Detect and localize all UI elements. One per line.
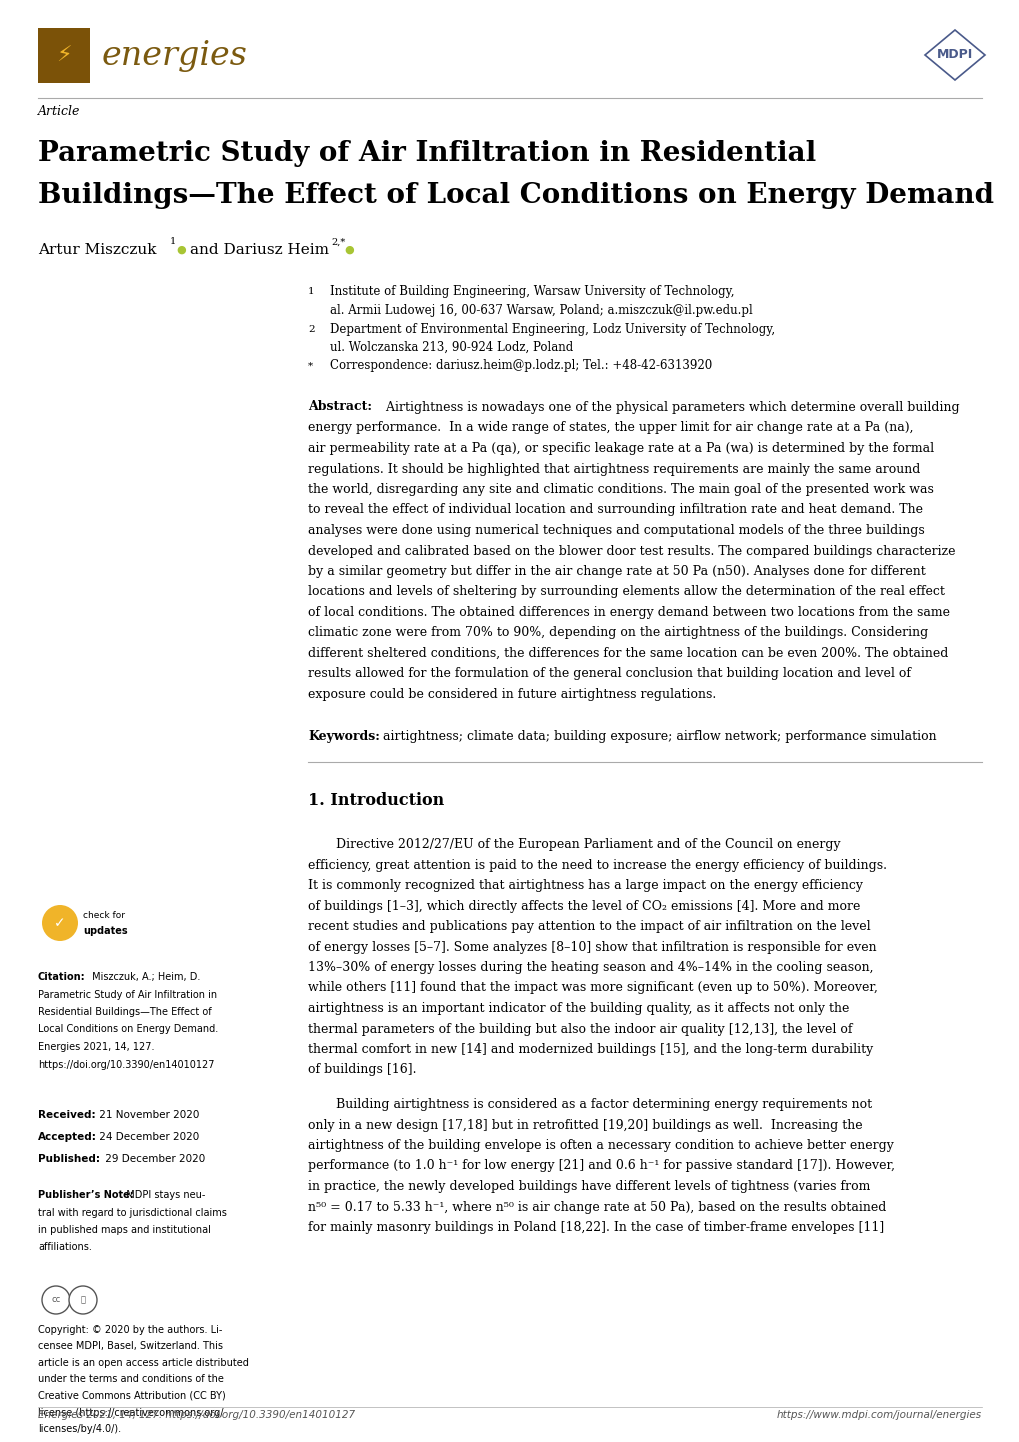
Text: censee MDPI, Basel, Switzerland. This: censee MDPI, Basel, Switzerland. This <box>38 1341 223 1351</box>
Text: Local Conditions on Energy Demand.: Local Conditions on Energy Demand. <box>38 1024 218 1034</box>
Text: Institute of Building Engineering, Warsaw University of Technology,: Institute of Building Engineering, Warsa… <box>330 286 734 298</box>
Text: affiliations.: affiliations. <box>38 1243 92 1253</box>
Text: in practice, the newly developed buildings have different levels of tightness (v: in practice, the newly developed buildin… <box>308 1180 869 1193</box>
Text: Publisher’s Note:: Publisher’s Note: <box>38 1190 133 1200</box>
Text: ⚡: ⚡ <box>56 46 71 65</box>
Text: Energies 2021, 14, 127.: Energies 2021, 14, 127. <box>38 1043 154 1053</box>
Circle shape <box>42 906 77 942</box>
Text: of local conditions. The obtained differences in energy demand between two locat: of local conditions. The obtained differ… <box>308 606 949 619</box>
Text: Directive 2012/27/EU of the European Parliament and of the Council on energy: Directive 2012/27/EU of the European Par… <box>308 838 840 851</box>
Text: under the terms and conditions of the: under the terms and conditions of the <box>38 1374 223 1384</box>
Text: Parametric Study of Air Infiltration in Residential: Parametric Study of Air Infiltration in … <box>38 140 815 167</box>
Text: Citation:: Citation: <box>38 972 86 982</box>
Text: Artur Miszczuk: Artur Miszczuk <box>38 244 156 257</box>
Text: MDPI stays neu-: MDPI stays neu- <box>120 1190 205 1200</box>
Text: Received:: Received: <box>38 1110 96 1120</box>
Text: thermal comfort in new [14] and modernized buildings [15], and the long-term dur: thermal comfort in new [14] and moderniz… <box>308 1043 872 1056</box>
Text: 2,*: 2,* <box>331 238 344 247</box>
Polygon shape <box>924 30 984 79</box>
Bar <box>38 27 90 84</box>
Text: ●: ● <box>343 245 354 255</box>
Text: check for: check for <box>83 910 125 920</box>
Text: Correspondence: dariusz.heim@p.lodz.pl; Tel.: +48-42-6313920: Correspondence: dariusz.heim@p.lodz.pl; … <box>330 359 711 372</box>
Text: cc: cc <box>51 1295 60 1305</box>
Text: Article: Article <box>38 105 81 118</box>
Text: 13%–30% of energy losses during the heating season and 4%–14% in the cooling sea: 13%–30% of energy losses during the heat… <box>308 960 872 973</box>
Text: different sheltered conditions, the differences for the same location can be eve: different sheltered conditions, the diff… <box>308 647 948 660</box>
Text: n⁵⁰ = 0.17 to 5.33 h⁻¹, where n⁵⁰ is air change rate at 50 Pa), based on the res: n⁵⁰ = 0.17 to 5.33 h⁻¹, where n⁵⁰ is air… <box>308 1201 886 1214</box>
Text: thermal parameters of the building but also the indoor air quality [12,13], the : thermal parameters of the building but a… <box>308 1022 852 1035</box>
Text: tral with regard to jurisdictional claims: tral with regard to jurisdictional claim… <box>38 1207 226 1217</box>
Text: results allowed for the formulation of the general conclusion that building loca: results allowed for the formulation of t… <box>308 668 910 681</box>
Text: ●: ● <box>176 245 185 255</box>
Text: Published:: Published: <box>38 1154 100 1164</box>
Text: *: * <box>308 362 313 371</box>
Text: of buildings [1–3], which directly affects the level of CO₂ emissions [4]. More : of buildings [1–3], which directly affec… <box>308 900 860 913</box>
Text: by a similar geometry but differ in the air change rate at 50 Pa (n50). Analyses: by a similar geometry but differ in the … <box>308 565 925 578</box>
Text: for mainly masonry buildings in Poland [18,22]. In the case of timber-frame enve: for mainly masonry buildings in Poland [… <box>308 1221 883 1234</box>
Text: Energies 2021, 14, 127. https://doi.org/10.3390/en14010127: Energies 2021, 14, 127. https://doi.org/… <box>38 1410 355 1420</box>
Text: climatic zone were from 70% to 90%, depending on the airtightness of the buildin: climatic zone were from 70% to 90%, depe… <box>308 626 927 639</box>
Text: airtightness; climate data; building exposure; airflow network; performance simu: airtightness; climate data; building exp… <box>382 730 935 743</box>
Text: ✓: ✓ <box>54 916 66 930</box>
Text: performance (to 1.0 h⁻¹ for low energy [21] and 0.6 h⁻¹ for passive standard [17: performance (to 1.0 h⁻¹ for low energy [… <box>308 1159 894 1172</box>
Text: Creative Commons Attribution (CC BY): Creative Commons Attribution (CC BY) <box>38 1392 225 1402</box>
Text: efficiency, great attention is paid to the need to increase the energy efficienc: efficiency, great attention is paid to t… <box>308 858 887 871</box>
Text: Airtightness is nowadays one of the physical parameters which determine overall : Airtightness is nowadays one of the phys… <box>378 401 959 414</box>
Text: air permeability rate at a Pa (qa), or specific leakage rate at a Pa (wa) is det: air permeability rate at a Pa (qa), or s… <box>308 443 933 456</box>
Text: license (https://creativecommons.org/: license (https://creativecommons.org/ <box>38 1407 223 1417</box>
Text: of buildings [16].: of buildings [16]. <box>308 1064 416 1077</box>
Text: licenses/by/4.0/).: licenses/by/4.0/). <box>38 1425 121 1433</box>
Text: while others [11] found that the impact was more significant (even up to 50%). M: while others [11] found that the impact … <box>308 982 877 995</box>
Text: energy performance.  In a wide range of states, the upper limit for air change r: energy performance. In a wide range of s… <box>308 421 913 434</box>
Text: Residential Buildings—The Effect of: Residential Buildings—The Effect of <box>38 1007 211 1017</box>
Text: in published maps and institutional: in published maps and institutional <box>38 1226 211 1234</box>
Text: updates: updates <box>83 926 127 936</box>
Text: 24 December 2020: 24 December 2020 <box>96 1132 199 1142</box>
Text: airtightness of the building envelope is often a necessary condition to achieve : airtightness of the building envelope is… <box>308 1139 893 1152</box>
Text: MDPI: MDPI <box>936 49 972 62</box>
Text: locations and levels of sheltering by surrounding elements allow the determinati: locations and levels of sheltering by su… <box>308 585 944 598</box>
Text: Department of Environmental Engineering, Lodz University of Technology,: Department of Environmental Engineering,… <box>330 323 774 336</box>
Text: exposure could be considered in future airtightness regulations.: exposure could be considered in future a… <box>308 688 715 701</box>
Text: https://www.mdpi.com/journal/energies: https://www.mdpi.com/journal/energies <box>776 1410 981 1420</box>
Text: Keywords:: Keywords: <box>308 730 379 743</box>
Text: and Dariusz Heim: and Dariusz Heim <box>190 244 329 257</box>
Text: 1. Introduction: 1. Introduction <box>308 792 444 809</box>
Text: Abstract:: Abstract: <box>308 399 372 412</box>
Circle shape <box>69 1286 97 1314</box>
Text: the world, disregarding any site and climatic conditions. The main goal of the p: the world, disregarding any site and cli… <box>308 483 933 496</box>
Text: 2: 2 <box>308 324 314 333</box>
Text: only in a new design [17,18] but in retrofitted [19,20] buildings as well.  Incr: only in a new design [17,18] but in retr… <box>308 1119 862 1132</box>
Text: to reveal the effect of individual location and surrounding infiltration rate an: to reveal the effect of individual locat… <box>308 503 922 516</box>
Text: ⓒ: ⓒ <box>81 1295 86 1305</box>
Text: regulations. It should be highlighted that airtightness requirements are mainly : regulations. It should be highlighted th… <box>308 463 919 476</box>
Text: Buildings—The Effect of Local Conditions on Energy Demand: Buildings—The Effect of Local Conditions… <box>38 182 994 209</box>
Text: airtightness is an important indicator of the building quality, as it affects no: airtightness is an important indicator o… <box>308 1002 849 1015</box>
Text: 1: 1 <box>170 238 176 247</box>
Text: Accepted:: Accepted: <box>38 1132 97 1142</box>
Text: ul. Wolczanska 213, 90-924 Lodz, Poland: ul. Wolczanska 213, 90-924 Lodz, Poland <box>330 340 573 353</box>
Text: https://doi.org/10.3390/en14010127: https://doi.org/10.3390/en14010127 <box>38 1060 214 1070</box>
Text: 21 November 2020: 21 November 2020 <box>96 1110 199 1120</box>
Text: developed and calibrated based on the blower door test results. The compared bui: developed and calibrated based on the bl… <box>308 545 955 558</box>
Text: It is commonly recognized that airtightness has a large impact on the energy eff: It is commonly recognized that airtightn… <box>308 880 862 893</box>
Text: Parametric Study of Air Infiltration in: Parametric Study of Air Infiltration in <box>38 989 217 999</box>
Text: analyses were done using numerical techniques and computational models of the th: analyses were done using numerical techn… <box>308 523 924 536</box>
Text: article is an open access article distributed: article is an open access article distri… <box>38 1358 249 1368</box>
Text: 1: 1 <box>308 287 314 297</box>
Text: Miszczuk, A.; Heim, D.: Miszczuk, A.; Heim, D. <box>89 972 200 982</box>
Text: energies: energies <box>102 39 248 72</box>
Text: 29 December 2020: 29 December 2020 <box>102 1154 205 1164</box>
Circle shape <box>42 1286 70 1314</box>
Text: al. Armii Ludowej 16, 00-637 Warsaw, Poland; a.miszczuk@il.pw.edu.pl: al. Armii Ludowej 16, 00-637 Warsaw, Pol… <box>330 304 752 317</box>
Text: recent studies and publications pay attention to the impact of air infiltration : recent studies and publications pay atte… <box>308 920 870 933</box>
Text: Building airtightness is considered as a factor determining energy requirements : Building airtightness is considered as a… <box>308 1097 871 1110</box>
Text: Copyright: © 2020 by the authors. Li-: Copyright: © 2020 by the authors. Li- <box>38 1325 222 1335</box>
Text: of energy losses [5–7]. Some analyzes [8–10] show that infiltration is responsib: of energy losses [5–7]. Some analyzes [8… <box>308 940 875 953</box>
